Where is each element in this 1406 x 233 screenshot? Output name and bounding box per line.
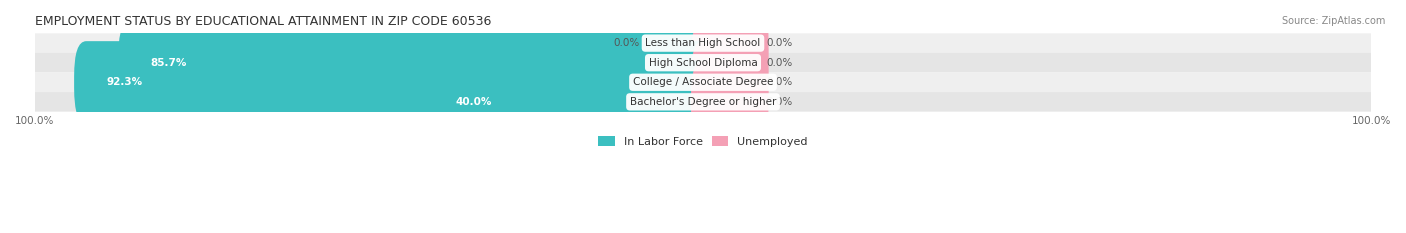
FancyBboxPatch shape (690, 61, 769, 143)
FancyBboxPatch shape (35, 92, 1371, 112)
FancyBboxPatch shape (35, 72, 1371, 92)
Text: 85.7%: 85.7% (150, 58, 187, 68)
Text: 0.0%: 0.0% (766, 77, 793, 87)
Text: Source: ZipAtlas.com: Source: ZipAtlas.com (1281, 16, 1385, 26)
Text: 92.3%: 92.3% (107, 77, 142, 87)
FancyBboxPatch shape (690, 22, 769, 104)
Text: College / Associate Degree: College / Associate Degree (633, 77, 773, 87)
FancyBboxPatch shape (35, 33, 1371, 53)
FancyBboxPatch shape (690, 41, 769, 123)
Text: 0.0%: 0.0% (766, 38, 793, 48)
Legend: In Labor Force, Unemployed: In Labor Force, Unemployed (598, 136, 808, 147)
FancyBboxPatch shape (637, 2, 716, 84)
FancyBboxPatch shape (35, 53, 1371, 72)
Text: 0.0%: 0.0% (613, 38, 640, 48)
FancyBboxPatch shape (75, 41, 716, 123)
Text: Less than High School: Less than High School (645, 38, 761, 48)
FancyBboxPatch shape (118, 22, 716, 104)
Text: 40.0%: 40.0% (456, 97, 492, 107)
Text: Bachelor's Degree or higher: Bachelor's Degree or higher (630, 97, 776, 107)
FancyBboxPatch shape (423, 61, 716, 143)
Text: 0.0%: 0.0% (766, 97, 793, 107)
Text: 0.0%: 0.0% (766, 58, 793, 68)
Text: EMPLOYMENT STATUS BY EDUCATIONAL ATTAINMENT IN ZIP CODE 60536: EMPLOYMENT STATUS BY EDUCATIONAL ATTAINM… (35, 15, 491, 28)
FancyBboxPatch shape (690, 2, 769, 84)
Text: High School Diploma: High School Diploma (648, 58, 758, 68)
